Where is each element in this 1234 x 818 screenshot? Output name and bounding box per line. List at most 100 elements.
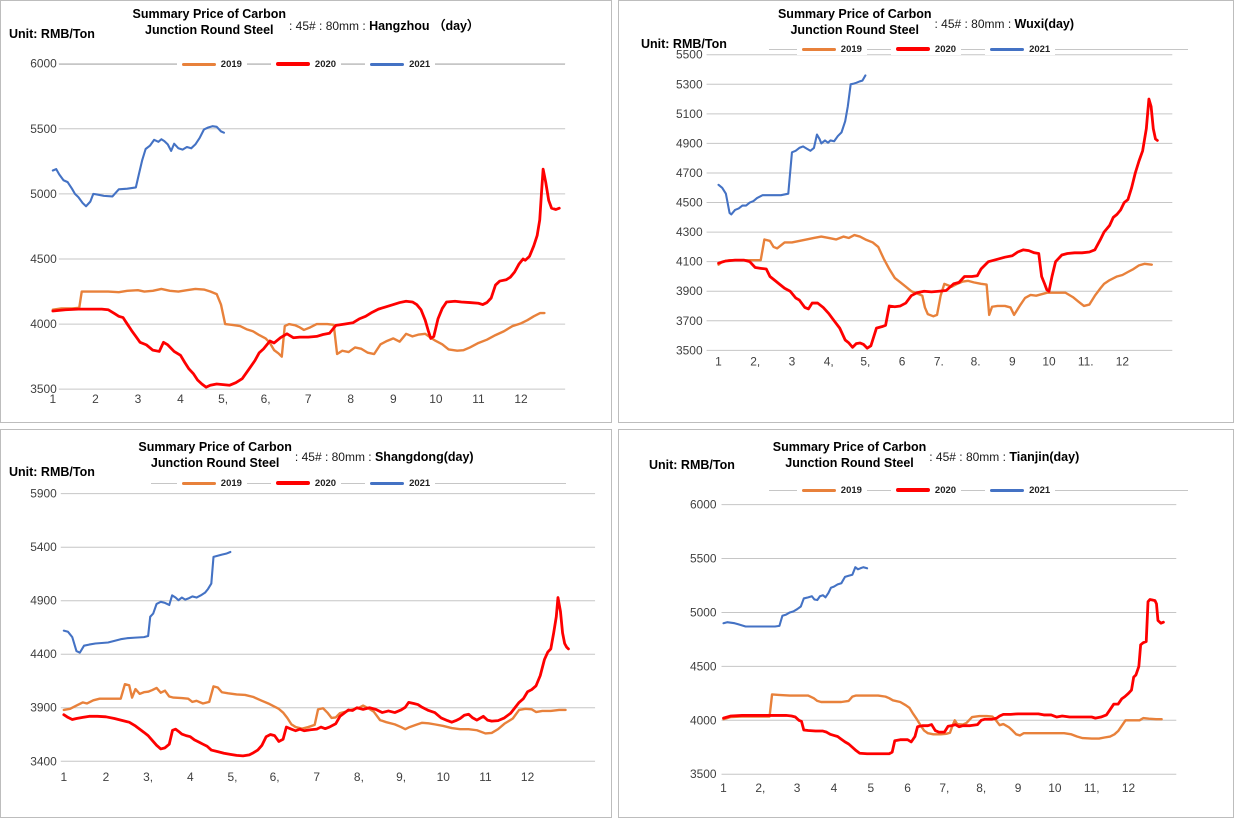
- x-tick-label: 7.: [934, 354, 944, 368]
- legend-item-2021: 2021: [365, 477, 436, 489]
- y-tick-label: 3500: [676, 343, 703, 357]
- legend-label: 2019: [840, 43, 862, 55]
- plot-wuxi: 3500 3700 3900 4100 4300 4500 4700 4900 5100 5300…: [676, 48, 1173, 368]
- y-tick-label: 6000: [30, 57, 57, 71]
- legend-swatch-icon: [801, 488, 836, 492]
- y-tick-label: 4100: [676, 255, 703, 269]
- plot-tianjin: 3500 4000 4500 5000 5500 6000 1 2, 3 4 5 6 7, 8, 9 10 11…: [690, 498, 1177, 795]
- legend: 2019 2020 2021: [1, 475, 611, 491]
- y-tick-label: 5000: [690, 605, 717, 619]
- series-line-2019: [722, 693, 1163, 740]
- x-tick-label: 8,: [976, 781, 986, 795]
- y-tick-label: 4500: [690, 659, 717, 673]
- x-tick-label: 3: [135, 392, 142, 406]
- legend-item-2020: 2020: [270, 58, 342, 70]
- x-tick-label: 4: [831, 781, 838, 795]
- legend-item-2019: 2019: [796, 43, 867, 55]
- chart-panel-hangzhou: 3500 4000 4500 5000 5500 6000 1 2 3 4 5, 6, 7 8 9 10 11 1…: [0, 0, 612, 423]
- series-line-2020: [51, 167, 561, 389]
- x-tick-label: 2,: [755, 781, 765, 795]
- y-tick-label: 4900: [30, 594, 57, 608]
- y-tick-label: 3900: [676, 284, 703, 298]
- legend-label: 2020: [934, 43, 957, 55]
- x-tick-label: 11: [479, 770, 492, 784]
- x-tick-label: 10: [1042, 354, 1056, 368]
- series-line-2021: [62, 550, 232, 654]
- series-line-2020: [722, 598, 1165, 756]
- unit-label: Unit: RMB/Ton: [9, 465, 95, 479]
- series-line-2020: [717, 97, 1159, 350]
- legend: 2019 2020 2021: [619, 482, 1233, 498]
- series-line-2019: [51, 287, 546, 358]
- x-tick-label: 4,: [824, 354, 834, 368]
- x-tick-label: 6: [899, 354, 906, 368]
- chart-panel-tianjin: 3500 4000 4500 5000 5500 6000 1 2, 3 4 5 6 7, 8, 9 10 11…: [618, 429, 1234, 818]
- series-line-2019: [717, 233, 1153, 318]
- legend-swatch-icon: [370, 62, 405, 66]
- y-tick-label: 4500: [30, 252, 57, 266]
- y-tick-label: 4000: [690, 713, 717, 727]
- x-tick-label: 9,: [396, 770, 406, 784]
- legend-label: 2021: [1029, 43, 1051, 55]
- legend-swatch-icon: [895, 47, 930, 51]
- legend-item-2020: 2020: [890, 484, 962, 496]
- legend-label: 2019: [220, 477, 242, 489]
- legend-label: 2021: [1029, 484, 1051, 496]
- x-tick-label: 10: [1048, 781, 1062, 795]
- unit-label: Unit: RMB/Ton: [9, 27, 95, 41]
- x-tick-label: 9: [1009, 354, 1016, 368]
- x-tick-label: 3: [789, 354, 796, 368]
- y-tick-label: 5500: [676, 48, 703, 62]
- legend-item-2021: 2021: [365, 58, 436, 70]
- y-tick-label: 5400: [30, 540, 57, 554]
- x-tick-label: 2: [103, 770, 110, 784]
- y-tick-label: 5500: [30, 122, 57, 136]
- y-tick-label: 3900: [30, 701, 57, 715]
- y-tick-label: 4500: [676, 196, 703, 210]
- chart-panel-shangdong: 3400 3900 4400 4900 5400 5900 1 2 3, 4 5, 6, 7 8, 9, 10…: [0, 429, 612, 818]
- legend-item-2020: 2020: [890, 43, 962, 55]
- series-line-2021: [717, 74, 867, 216]
- legend: 2019 2020 2021: [1, 56, 611, 72]
- legend-item-2019: 2019: [176, 477, 247, 489]
- y-tick-label: 4400: [30, 647, 57, 661]
- legend-label: 2019: [840, 484, 862, 496]
- x-tick-label: 1: [720, 781, 727, 795]
- legend-swatch-icon: [275, 62, 310, 66]
- legend-label: 2020: [314, 58, 337, 70]
- chart-panel-wuxi: 3500 3700 3900 4100 4300 4500 4700 4900 5100 5300…: [618, 0, 1234, 423]
- legend-swatch-icon: [181, 481, 216, 485]
- y-tick-label: 3400: [30, 754, 57, 768]
- x-tick-label: 6: [904, 781, 911, 795]
- series-line-2019: [62, 682, 567, 735]
- legend-label: 2019: [220, 58, 242, 70]
- x-tick-label: 12: [514, 392, 528, 406]
- x-tick-label: 4: [177, 392, 184, 406]
- x-tick-label: 9: [1015, 781, 1022, 795]
- x-tick-label: 1: [60, 770, 67, 784]
- series-line-2021: [51, 125, 226, 208]
- x-tick-label: 3,: [143, 770, 153, 784]
- y-tick-label: 6000: [690, 498, 717, 512]
- x-tick-label: 5,: [218, 392, 228, 406]
- y-tick-label: 3500: [690, 767, 717, 781]
- x-tick-label: 1: [715, 354, 722, 368]
- x-tick-label: 6,: [261, 392, 271, 406]
- unit-label: Unit: RMB/Ton: [641, 37, 727, 51]
- x-tick-label: 7: [313, 770, 320, 784]
- y-tick-label: 4000: [30, 317, 57, 331]
- legend-label: 2021: [409, 477, 431, 489]
- y-tick-label: 4300: [676, 225, 703, 239]
- x-tick-label: 2,: [750, 354, 760, 368]
- legend-item-2020: 2020: [270, 477, 342, 489]
- y-tick-label: 4900: [676, 136, 703, 150]
- y-tick-label: 5100: [676, 107, 703, 121]
- legend-item-2021: 2021: [985, 43, 1056, 55]
- legend-swatch-icon: [990, 488, 1025, 492]
- y-tick-label: 5000: [30, 187, 57, 201]
- x-tick-label: 1: [50, 392, 57, 406]
- legend-swatch-icon: [275, 481, 310, 485]
- x-tick-label: 12: [1116, 354, 1130, 368]
- x-tick-label: 11,: [1084, 781, 1100, 795]
